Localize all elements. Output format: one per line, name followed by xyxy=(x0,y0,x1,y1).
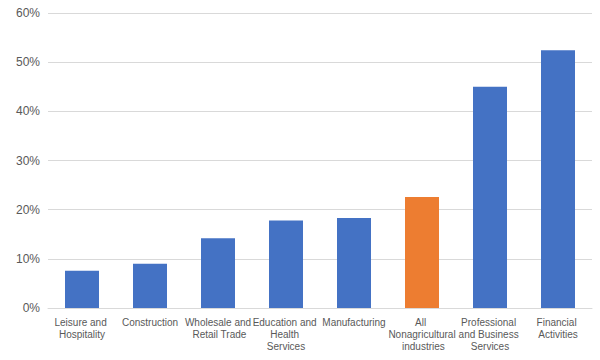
svg-text:industries: industries xyxy=(399,341,445,352)
svg-text:Financial: Financial xyxy=(537,317,580,328)
svg-text:Leisure and: Leisure and xyxy=(54,317,109,328)
svg-text:40%: 40% xyxy=(16,104,40,118)
svg-text:Services: Services xyxy=(267,341,305,352)
svg-text:10%: 10% xyxy=(16,252,40,266)
svg-text:Retail Trade: Retail Trade xyxy=(190,329,247,340)
svg-text:Manufacturing: Manufacturing xyxy=(322,317,385,328)
svg-text:Services: Services xyxy=(471,341,509,352)
svg-text:Wholesale and: Wholesale and xyxy=(185,317,251,328)
svg-text:50%: 50% xyxy=(16,55,40,69)
svg-text:Nonagricultural: Nonagricultural xyxy=(388,329,455,340)
svg-text:Professional: Professional xyxy=(461,317,519,328)
svg-text:60%: 60% xyxy=(16,6,40,20)
svg-text:20%: 20% xyxy=(16,203,40,217)
svg-text:Health: Health xyxy=(270,329,302,340)
svg-text:Construction: Construction xyxy=(122,317,178,328)
svg-text:Hospitality: Hospitality xyxy=(59,329,105,340)
svg-text:30%: 30% xyxy=(16,154,40,168)
svg-text:and Business: and Business xyxy=(459,329,522,340)
svg-text:Education and: Education and xyxy=(253,317,320,328)
svg-text:0%: 0% xyxy=(23,301,41,315)
svg-text:Activities: Activities xyxy=(538,329,577,340)
svg-text:All: All xyxy=(415,317,429,328)
